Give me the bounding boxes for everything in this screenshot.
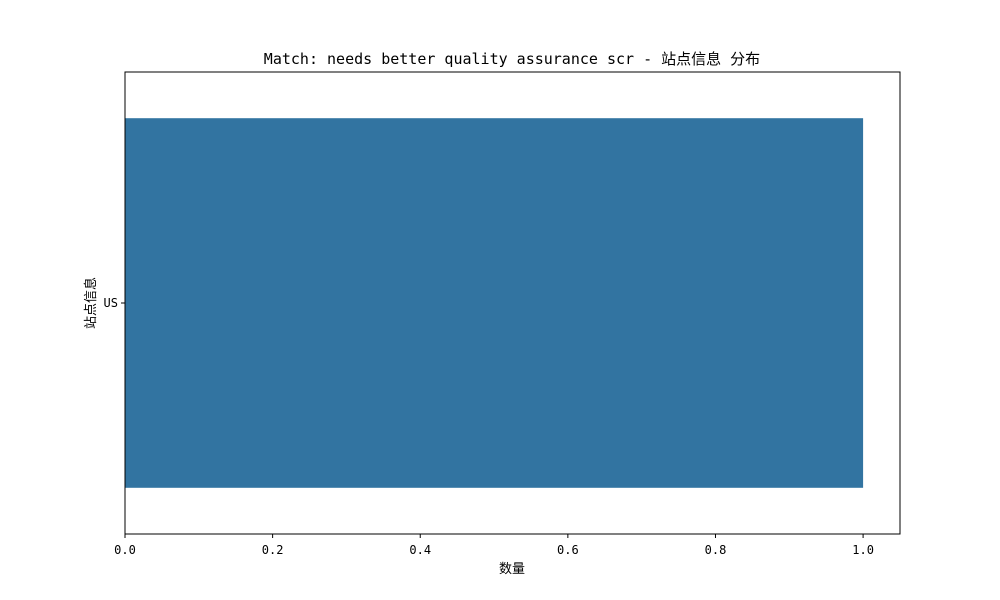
x-tick-label: 1.0 bbox=[852, 543, 874, 557]
bar bbox=[125, 118, 864, 488]
x-tick-label: 0.4 bbox=[409, 543, 431, 557]
x-axis-label: 数量 bbox=[499, 562, 525, 577]
x-tick-label: 0.6 bbox=[557, 543, 579, 557]
y-tick-label: US bbox=[104, 296, 118, 310]
x-tick-label: 0.0 bbox=[114, 543, 136, 557]
y-axis-ticks: US bbox=[104, 296, 125, 310]
chart-title: Match: needs better quality assurance sc… bbox=[264, 50, 760, 68]
x-tick-label: 0.2 bbox=[262, 543, 284, 557]
x-tick-label: 0.8 bbox=[705, 543, 727, 557]
y-axis-label: 站点信息 bbox=[83, 277, 99, 329]
bar-group bbox=[125, 118, 864, 488]
x-axis-ticks: 0.0 0.2 0.4 0.6 0.8 1.0 bbox=[114, 534, 874, 557]
